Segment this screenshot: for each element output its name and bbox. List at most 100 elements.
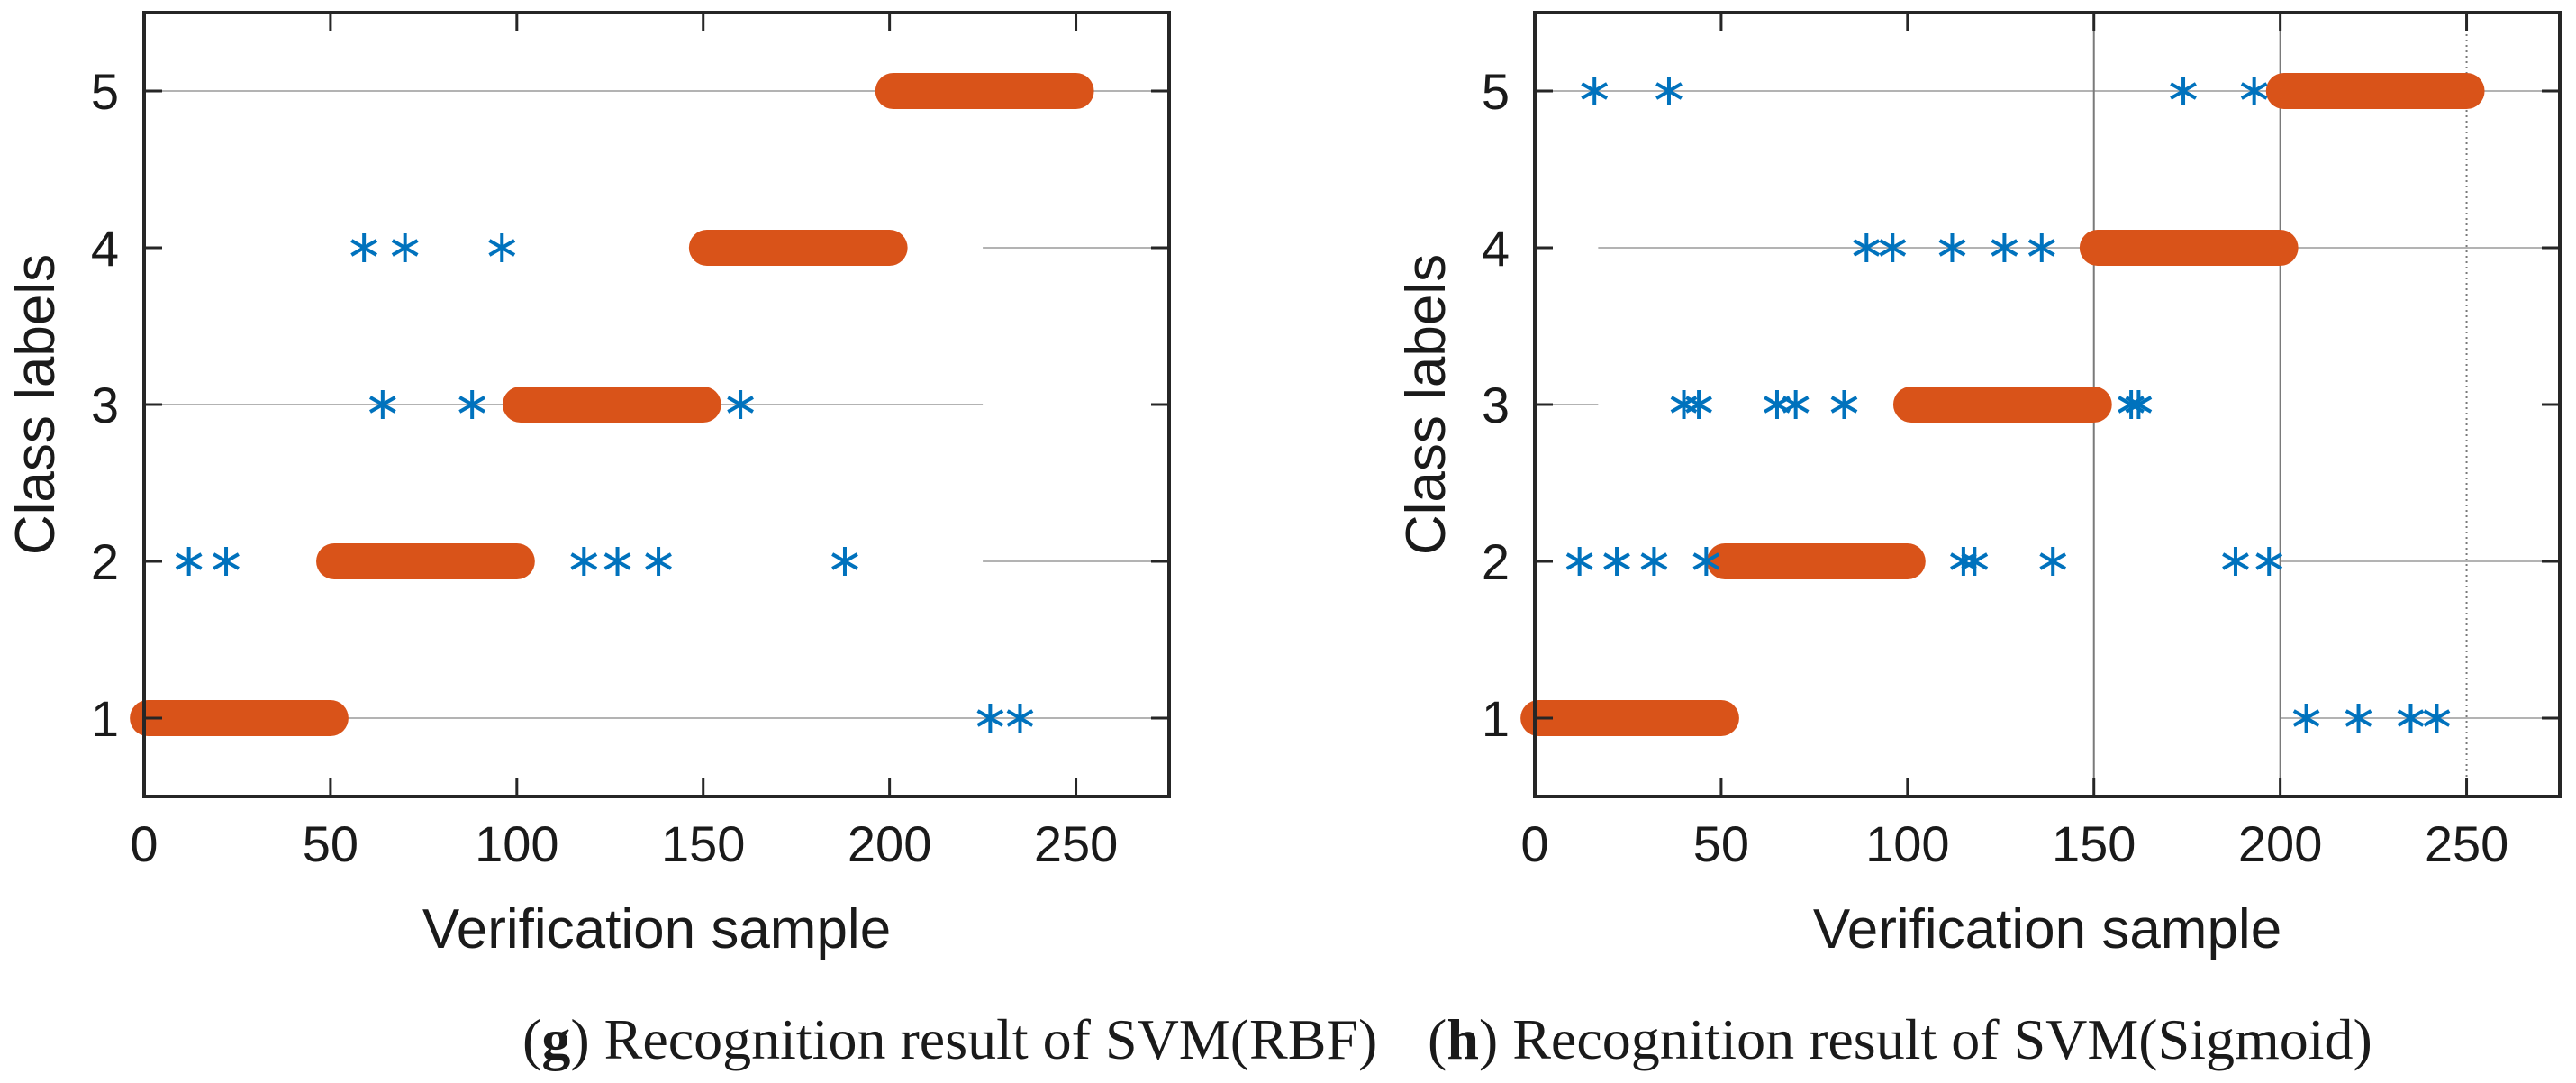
predicted-point bbox=[1640, 547, 1668, 576]
asterisk-stroke bbox=[1640, 552, 1668, 570]
asterisk-stroke bbox=[2170, 82, 2197, 100]
predicted-point bbox=[350, 233, 378, 262]
predicted-point bbox=[368, 390, 396, 419]
predicted-point bbox=[1782, 390, 1810, 419]
x-tick-label: 150 bbox=[661, 815, 745, 872]
x-tick-label: 200 bbox=[2238, 815, 2322, 872]
figure-caption: (g) Recognition result of SVM(RBF) bbox=[522, 1007, 1377, 1071]
asterisk-stroke bbox=[727, 396, 754, 414]
asterisk-stroke bbox=[1853, 239, 1881, 257]
asterisk-stroke bbox=[175, 552, 203, 570]
predicted-point bbox=[2027, 233, 2055, 262]
predicted-point bbox=[2170, 77, 2197, 105]
predicted-point bbox=[488, 233, 516, 262]
predicted-point bbox=[391, 233, 419, 262]
y-tick-label: 2 bbox=[91, 533, 119, 590]
x-tick-label: 100 bbox=[475, 815, 558, 872]
asterisk-stroke bbox=[1655, 82, 1683, 100]
asterisk-stroke bbox=[2125, 396, 2153, 414]
predicted-point bbox=[727, 390, 754, 419]
asterisk-stroke bbox=[2240, 82, 2268, 100]
caption-paren: ( bbox=[1428, 1007, 1447, 1071]
asterisk-stroke bbox=[458, 396, 486, 414]
asterisk-stroke bbox=[2039, 552, 2067, 570]
predicted-point bbox=[1565, 547, 1593, 576]
y-tick-label: 5 bbox=[91, 63, 119, 120]
asterisk-stroke bbox=[570, 552, 598, 570]
x-tick-label: 50 bbox=[1693, 815, 1749, 872]
asterisk-stroke bbox=[488, 239, 516, 257]
asterisk-stroke bbox=[2397, 709, 2425, 727]
asterisk-stroke bbox=[2423, 709, 2451, 727]
predicted-point bbox=[1830, 390, 1858, 419]
predicted-point bbox=[1764, 390, 1791, 419]
asterisk-stroke bbox=[1938, 239, 1966, 257]
predicted-point bbox=[1853, 233, 1881, 262]
predicted-point bbox=[1938, 233, 1966, 262]
predicted-point bbox=[1670, 390, 1698, 419]
asterisk-stroke bbox=[1830, 396, 1858, 414]
y-tick-label: 3 bbox=[91, 377, 119, 433]
panel-h: 0 50 100 150 200 250 1 2 3 4 5 Verification sample C… bbox=[1395, 11, 2562, 1071]
predicted-point bbox=[1991, 233, 2018, 262]
asterisk-stroke bbox=[213, 552, 240, 570]
figure-caption: (h) Recognition result of SVM(Sigmoid) bbox=[1428, 1007, 2372, 1071]
y-tick-label: 5 bbox=[1482, 63, 1510, 120]
asterisk-stroke bbox=[645, 552, 672, 570]
asterisk-stroke bbox=[1581, 82, 1609, 100]
caption-paren: ( bbox=[522, 1007, 541, 1071]
asterisk-stroke bbox=[1685, 396, 1712, 414]
y-tick-label: 1 bbox=[91, 690, 119, 747]
predicted-point bbox=[2125, 390, 2153, 419]
predicted-point bbox=[1692, 547, 1720, 576]
asterisk-stroke bbox=[1950, 552, 1977, 570]
x-tick-label: 100 bbox=[1865, 815, 1949, 872]
predicted-point bbox=[1655, 77, 1683, 105]
asterisk-stroke bbox=[1006, 709, 1034, 727]
x-tick-label: 150 bbox=[2052, 815, 2136, 872]
x-axis-label: Verification sample bbox=[1813, 898, 2281, 960]
predicted-point bbox=[1581, 77, 1609, 105]
asterisk-stroke bbox=[1991, 239, 2018, 257]
asterisk-stroke bbox=[2292, 709, 2320, 727]
asterisk-stroke bbox=[1603, 552, 1630, 570]
predicted-point bbox=[1950, 547, 1977, 576]
asterisk-stroke bbox=[2027, 239, 2055, 257]
panel-g: 0 50 100 150 200 250 1 2 3 4 5 Verification sample C… bbox=[5, 11, 1377, 1071]
caption-text: Recognition result of SVM(RBF) bbox=[590, 1007, 1378, 1071]
asterisk-stroke bbox=[391, 239, 419, 257]
asterisk-stroke bbox=[976, 709, 1004, 727]
predicted-point bbox=[570, 547, 598, 576]
predicted-point bbox=[2039, 547, 2067, 576]
predicted-point bbox=[1961, 547, 1989, 576]
caption-letter: h bbox=[1447, 1007, 1479, 1071]
asterisk-stroke bbox=[1782, 396, 1810, 414]
y-axis-label: Class labels bbox=[1395, 254, 1457, 555]
caption-text: Recognition result of SVM(Sigmoid) bbox=[1498, 1007, 2372, 1071]
predicted-point bbox=[1006, 704, 1034, 733]
asterisk-stroke bbox=[1565, 552, 1593, 570]
asterisk-stroke bbox=[368, 396, 396, 414]
predicted-point bbox=[2397, 704, 2425, 733]
predicted-point bbox=[2255, 547, 2283, 576]
predicted-point bbox=[213, 547, 240, 576]
x-tick-label: 250 bbox=[1034, 815, 1118, 872]
asterisk-stroke bbox=[2255, 552, 2283, 570]
asterisk-stroke bbox=[1692, 552, 1720, 570]
asterisk-stroke bbox=[2345, 709, 2372, 727]
asterisk-stroke bbox=[2222, 552, 2249, 570]
y-tick-label: 4 bbox=[1482, 220, 1510, 277]
predicted-point bbox=[2292, 704, 2320, 733]
predicted-point bbox=[1879, 233, 1907, 262]
x-tick-label: 200 bbox=[848, 815, 931, 872]
caption-paren: ) bbox=[570, 1007, 589, 1071]
asterisk-stroke bbox=[603, 552, 631, 570]
asterisk-stroke bbox=[831, 552, 858, 570]
predicted-point bbox=[1603, 547, 1630, 576]
y-tick-label: 3 bbox=[1482, 377, 1510, 433]
x-tick-label: 0 bbox=[130, 815, 158, 872]
x-tick-label: 50 bbox=[303, 815, 358, 872]
predicted-point bbox=[458, 390, 486, 419]
y-axis-label: Class labels bbox=[5, 254, 67, 555]
